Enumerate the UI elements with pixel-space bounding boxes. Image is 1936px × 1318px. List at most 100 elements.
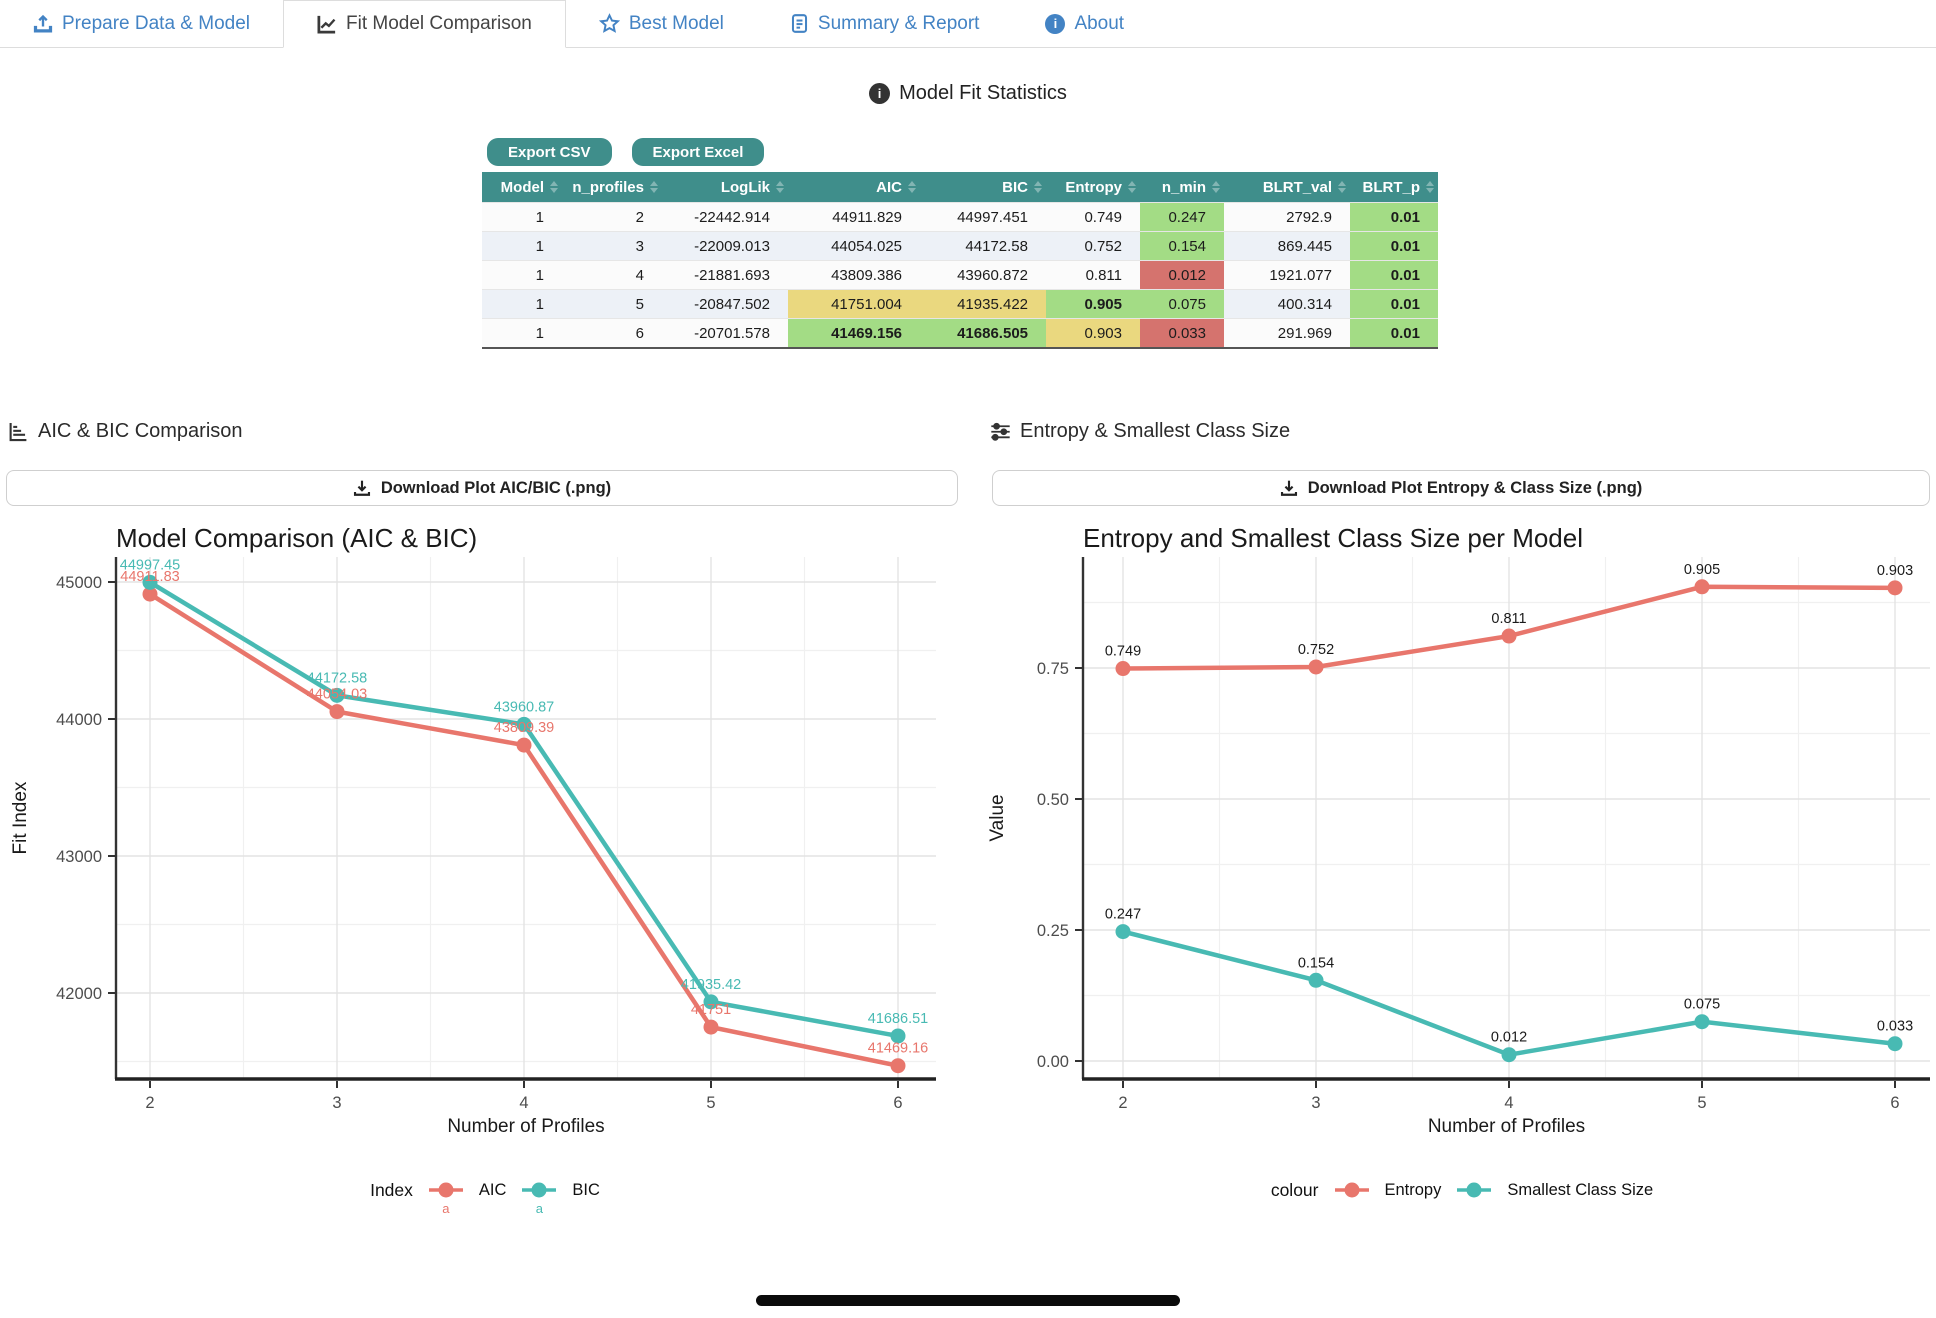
sort-arrows-icon [1338,181,1346,193]
legend-glyph-icon [519,1178,559,1202]
y-tick-label: 0.50 [1037,791,1069,809]
legend-key-letter: a [442,1201,450,1216]
cell-bic: 41686.505 [920,318,1046,348]
cell-blrt_val: 400.314 [1224,289,1350,319]
cell-entropy: 0.903 [1046,318,1140,348]
tab-fit-model-comparison[interactable]: Fit Model Comparison [283,0,566,48]
cell-bic: 44172.58 [920,231,1046,261]
download-entropy-label: Download Plot Entropy & Class Size (.png… [1307,478,1643,497]
data-point [1308,972,1324,988]
y-axis-title: Value [988,794,1008,841]
data-point [1115,661,1131,677]
column-header-blrt_p[interactable]: BLRT_p [1350,172,1438,203]
chart-svg: 44911.83 44054.03 43809.39 41751 41469.16 449… [10,523,936,1137]
download-entropy-button[interactable]: Download Plot Entropy & Class Size (.png… [992,470,1930,506]
data-point [516,737,532,753]
column-header-blrt_val[interactable]: BLRT_val [1224,172,1350,203]
y-tick-label: 45000 [56,574,102,592]
data-point [890,1058,906,1074]
cell-aic: 43809.386 [788,260,920,290]
data-point [142,586,158,602]
tab-about[interactable]: i About [1012,0,1157,47]
data-point [703,1019,719,1035]
tab-summary-report[interactable]: Summary & Report [757,0,1013,47]
data-point-label: 41751 [691,1002,731,1018]
x-tick-label: 4 [519,1094,528,1112]
download-aicbic-button[interactable]: Download Plot AIC/BIC (.png) [6,470,958,506]
cell-n_min: 0.247 [1140,202,1224,232]
entropy-section-heading: Entropy & Smallest Class Size [990,420,1290,443]
column-header-bic[interactable]: BIC [920,172,1046,203]
tab-bar: Prepare Data & Model Fit Model Comparison… [0,0,1936,48]
x-tick-label: 3 [332,1094,341,1112]
cell-blrt_p: 0.01 [1350,289,1438,319]
entropy-legend: colour Entropy Smallest Class Size [988,1178,1936,1202]
cell-n_profiles: 4 [562,260,662,290]
download-icon [1280,479,1298,497]
x-tick-label: 6 [893,1094,902,1112]
cell-loglik: -21881.693 [662,260,788,290]
data-point-label: 0.752 [1298,642,1334,658]
export-csv-button[interactable]: Export CSV [487,138,612,166]
legend-label: Smallest Class Size [1507,1180,1654,1199]
data-point-label: 0.905 [1684,562,1720,578]
star-icon [598,13,620,34]
legend-label: BIC [572,1180,600,1199]
tab-label: Summary & Report [817,12,980,34]
x-tick-label: 6 [1890,1094,1899,1112]
column-header-n_min[interactable]: n_min [1140,172,1224,203]
legend-label: Entropy [1384,1180,1442,1199]
aic-bic-legend: Index a AIC a BIC [0,1178,970,1216]
legend-title: colour [1270,1179,1319,1200]
data-point-label: 41469.16 [868,1041,928,1057]
tab-prepare-data-model[interactable]: Prepare Data & Model [0,0,283,47]
cell-blrt_p: 0.01 [1350,318,1438,348]
column-header-n_profiles[interactable]: n_profiles [562,172,662,203]
cell-bic: 44997.451 [920,202,1046,232]
column-header-entropy[interactable]: Entropy [1046,172,1140,203]
cell-model: 1 [482,289,562,319]
sort-arrows-icon [1128,181,1136,193]
y-tick-label: 0.25 [1037,922,1069,940]
data-point-label: 44911.83 [120,569,179,585]
home-indicator-bar [756,1295,1180,1306]
data-point [329,704,345,720]
data-point-label: 0.154 [1298,955,1334,971]
y-tick-label: 44000 [56,711,102,729]
legend-title: Index [370,1179,413,1200]
legend-key-bic: a [519,1178,559,1216]
data-point-label: 41935.42 [681,977,741,993]
table-row[interactable]: 1 3 -22009.013 44054.025 44172.58 0.752 0.154 8… [482,231,1438,261]
table-row[interactable]: 1 6 -20701.578 41469.156 41686.505 0.903 0.033… [482,318,1438,348]
x-tick-label: 4 [1504,1094,1513,1112]
entropy-chart: 0.749 0.752 0.811 0.905 0.903 0.247 0.154 0.012… [987,515,1936,1235]
data-point [1501,1047,1517,1063]
column-header-aic[interactable]: AIC [788,172,920,203]
data-point-label: 0.033 [1877,1019,1913,1035]
y-tick-label: 42000 [56,985,102,1003]
sort-arrows-icon [1426,181,1434,193]
x-tick-label: 5 [1697,1094,1706,1112]
entropy-heading-text: Entropy & Smallest Class Size [1020,420,1291,442]
cell-n_min: 0.154 [1140,231,1224,261]
tab-best-model[interactable]: Best Model [566,0,757,47]
cell-model: 1 [482,202,562,232]
data-point-label: 0.075 [1684,997,1720,1013]
column-header-loglik[interactable]: LogLik [662,172,788,203]
bar-chart-steps-icon [8,421,29,442]
table-row[interactable]: 1 4 -21881.693 43809.386 43960.872 0.811 0.012… [482,260,1438,290]
table-row[interactable]: 1 2 -22442.914 44911.829 44997.451 0.749 0.247… [482,202,1438,232]
cell-entropy: 0.905 [1046,289,1140,319]
data-point-label: 0.749 [1105,644,1141,660]
cell-n_min: 0.012 [1140,260,1224,290]
export-excel-button[interactable]: Export Excel [631,138,765,166]
table-row[interactable]: 1 5 -20847.502 41751.004 41935.422 0.905 0.075… [482,289,1438,319]
data-point [890,1028,906,1044]
cell-loglik: -20847.502 [662,289,788,319]
model-fit-table: Model n_profiles LogLik AIC BIC Entropy n_min B… [482,172,1438,349]
stats-section-title: i Model Fit Statistics [0,82,1936,105]
legend-label: AIC [478,1180,507,1199]
column-header-model[interactable]: Model [482,172,562,203]
aic-bic-chart: 44911.83 44054.03 43809.39 41751 41469.16 449… [0,515,970,1235]
